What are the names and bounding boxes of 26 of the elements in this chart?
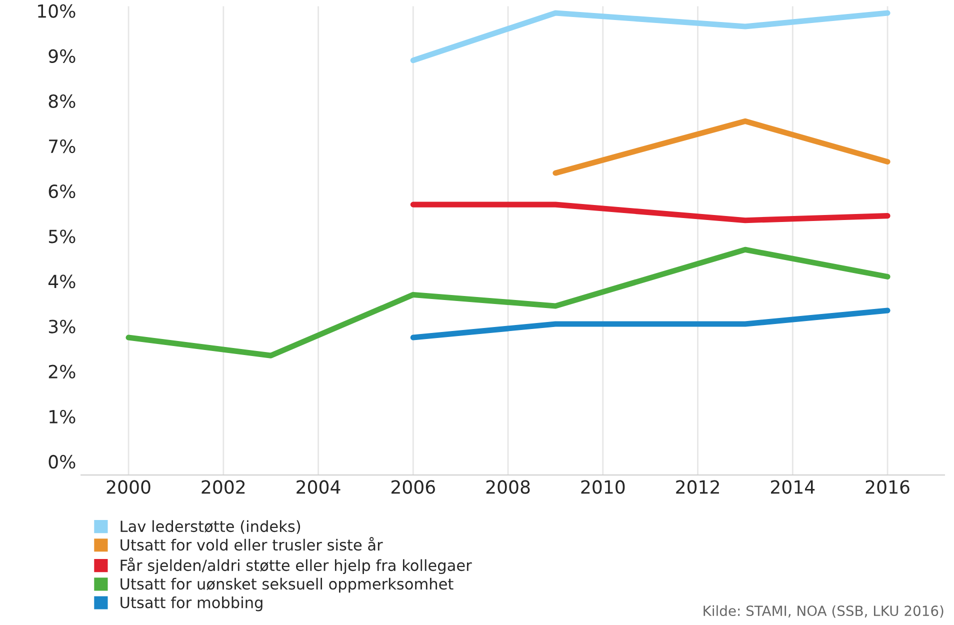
y-tick-label: 5% bbox=[48, 230, 76, 244]
y-tick-label: 6% bbox=[48, 184, 76, 198]
y-tick-label: 7% bbox=[49, 139, 76, 154]
x-tick-label: 2010 bbox=[581, 480, 625, 494]
x-tick-label: 2000 bbox=[106, 480, 150, 494]
x-tick-label: 2006 bbox=[392, 480, 435, 494]
x-tick-label: 2016 bbox=[866, 480, 910, 494]
x-tick-label: 2002 bbox=[202, 480, 245, 494]
legend-label: Lav lederstøtte (indeks) bbox=[120, 520, 300, 534]
y-tick-label: 10% bbox=[38, 4, 76, 18]
y-tick-label: 3% bbox=[48, 320, 76, 334]
legend-label: Utsatt for mobbing bbox=[120, 596, 262, 612]
x-tick-label: 2014 bbox=[771, 480, 815, 494]
legend-label: Utsatt for vold eller trusler siste år bbox=[120, 537, 383, 551]
y-tick-label: 0% bbox=[48, 454, 76, 469]
text: Kilde: STAMI, NOA (SSB, LKU 2016) bbox=[704, 605, 944, 618]
y-tick-label: 8% bbox=[48, 94, 76, 108]
y-tick-label: 4% bbox=[48, 274, 76, 288]
legend-label: Får sjelden/aldri støtte eller hjelp fra kollegaer bbox=[120, 557, 472, 574]
y-tick-label: 9% bbox=[48, 49, 76, 63]
x-tick-label: 2012 bbox=[676, 480, 719, 494]
y-tick-label: 1% bbox=[50, 410, 76, 424]
x-tick-label: 2008 bbox=[486, 480, 530, 494]
x-tick-label: 2004 bbox=[296, 480, 340, 494]
y-tick-label: 2% bbox=[48, 364, 76, 378]
legend-label: Utsatt for uønsket seksuell oppmerksomhet bbox=[120, 578, 454, 593]
